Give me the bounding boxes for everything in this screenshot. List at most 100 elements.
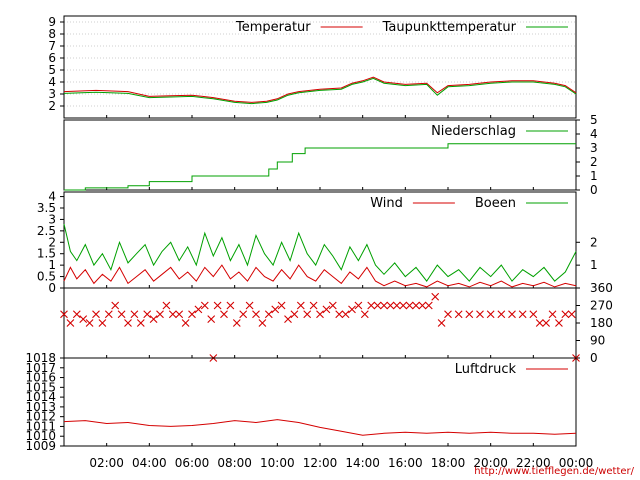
wind-line — [63, 264, 577, 288]
x-tick-label: 04:00 — [132, 456, 167, 470]
direction-marker — [213, 301, 222, 310]
y-tick-label: 2.5 — [37, 224, 56, 238]
y-tick-label: 3 — [590, 141, 598, 155]
direction-marker — [508, 310, 516, 319]
direction-marker — [111, 301, 120, 310]
x-tick-label: 08:00 — [217, 456, 252, 470]
direction-marker — [412, 301, 420, 310]
direction-marker — [60, 310, 68, 319]
direction-marker — [335, 310, 344, 319]
direction-marker — [535, 319, 544, 327]
direction-marker — [258, 319, 267, 327]
y-tick-label: 4 — [48, 190, 56, 204]
luftdruck-line — [63, 419, 577, 436]
direction-marker — [418, 301, 427, 310]
direction-marker — [188, 310, 196, 319]
direction-marker — [341, 310, 350, 319]
direction-marker — [72, 310, 81, 319]
x-tick-label: 22:00 — [516, 456, 551, 470]
direction-marker — [561, 310, 570, 319]
direction-marker — [424, 301, 433, 310]
direction-marker — [367, 301, 376, 310]
direction-marker — [386, 301, 395, 310]
y-tick-label: 1016 — [25, 371, 56, 385]
direction-marker — [354, 301, 363, 310]
y-tick-label: 2 — [590, 155, 598, 169]
y-tick-label: 1013 — [25, 400, 56, 414]
direction-marker — [194, 305, 203, 314]
y-tick-label: 180 — [590, 316, 613, 330]
direction-marker — [226, 301, 235, 310]
direction-marker — [168, 310, 177, 319]
direction-marker — [207, 315, 216, 323]
direction-marker — [124, 319, 132, 327]
x-tick-label: 14:00 — [345, 456, 380, 470]
y-tick-label: 1014 — [25, 390, 56, 404]
x-tick-label: 12:00 — [303, 456, 338, 470]
taupunkttemperatur-legend-label: Taupunkttemperatur — [382, 20, 517, 35]
y-tick-label: 1.5 — [37, 247, 56, 261]
y-tick-label: 1009 — [25, 439, 56, 453]
temperatur-legend-label: Temperatur — [235, 20, 311, 35]
y-tick-label: 8 — [48, 27, 56, 41]
y-tick-label: 4 — [48, 75, 56, 89]
direction-marker — [296, 301, 305, 310]
niederschlag-legend-label: Niederschlag — [431, 124, 516, 139]
direction-marker — [476, 310, 484, 319]
x-axis: 02:00 04:00 06:00 08:00 10:00 12:00 14:00 16:00… — [89, 456, 593, 470]
y-tick-label: 0 — [48, 281, 56, 295]
y-tick-label: 3 — [48, 87, 56, 101]
direction-marker — [309, 301, 318, 310]
direction-marker — [454, 310, 463, 319]
direction-marker — [360, 310, 369, 319]
y-tick-label: 2 — [48, 235, 56, 249]
x-tick-label: 10:00 — [260, 456, 295, 470]
y-tick-label: 1011 — [25, 419, 56, 433]
right-tick-label: 1 — [590, 258, 598, 272]
wind-legend-label: Wind — [370, 196, 403, 211]
direction-marker — [252, 310, 260, 319]
taupunkttemperatur-line — [63, 77, 577, 105]
credit-link[interactable]: http://www.tiefflegen.de/wetter/ — [474, 466, 634, 477]
direction-marker — [465, 310, 474, 319]
y-tick-label: 5 — [590, 113, 598, 127]
x-tick-label: 20:00 — [473, 456, 508, 470]
direction-marker — [548, 310, 557, 319]
y-tick-label: 6 — [48, 51, 56, 65]
direction-marker — [405, 301, 414, 310]
y-tick-label: 1 — [48, 258, 56, 272]
direction-marker — [437, 319, 446, 327]
y-tick-label: 0 — [590, 351, 598, 365]
direction-marker — [373, 301, 382, 310]
direction-marker — [399, 301, 408, 310]
y-tick-label: 0.5 — [37, 270, 56, 284]
direction-marker — [348, 305, 356, 314]
y-tick-label: 1012 — [25, 410, 56, 424]
direction-marker — [529, 310, 538, 319]
boeen-legend-label: Boeen — [475, 196, 516, 211]
direction-marker — [130, 310, 139, 319]
direction-marker — [104, 310, 113, 319]
direction-marker — [181, 319, 190, 327]
direction-marker — [175, 310, 184, 319]
right-tick-label: 2 — [590, 235, 598, 249]
y-tick-label: 360 — [590, 281, 613, 295]
boeen-line — [63, 223, 577, 282]
x-tick-label: 00:00 — [559, 456, 594, 470]
panel-4: 0 90 180 270 360 — [60, 281, 613, 365]
direction-marker — [542, 319, 551, 327]
luftdruck-legend-label: Luftdruck — [455, 362, 517, 377]
direction-marker — [567, 310, 576, 319]
y-tick-label: 7 — [48, 39, 56, 53]
direction-marker — [162, 301, 171, 310]
direction-marker — [284, 315, 292, 323]
y-tick-label: 1010 — [25, 429, 56, 443]
direction-marker — [497, 310, 506, 319]
y-tick-label: 3 — [48, 212, 56, 226]
y-tick-label: 0 — [590, 183, 598, 197]
direction-marker — [239, 310, 248, 319]
direction-marker — [264, 310, 273, 319]
